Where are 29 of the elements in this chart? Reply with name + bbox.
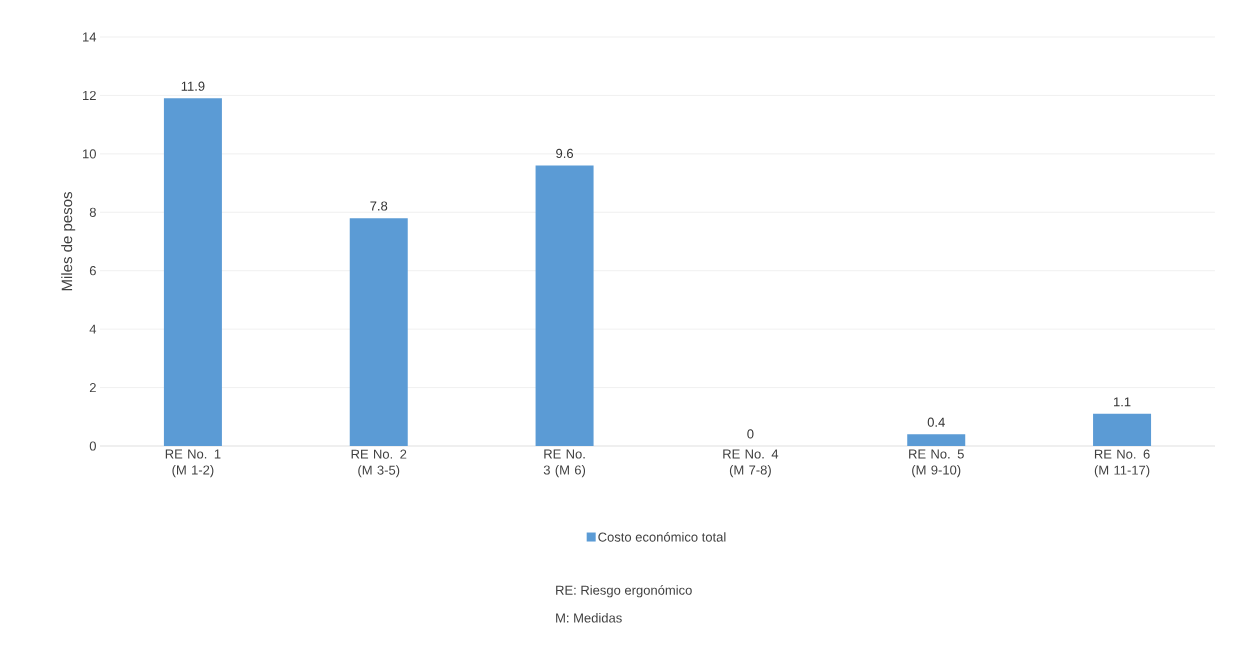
y-tick-label: 14	[83, 32, 97, 42]
x-tick-label: RE No. 6 (M 11-17)	[1094, 449, 1150, 478]
legend-label: Costo económico total	[598, 531, 726, 542]
x-tick-label: RE No. 2 (M 3-5)	[351, 449, 407, 478]
y-tick-label: 12	[83, 90, 96, 100]
x-tick-label: RE No. 1 (M 1-2)	[165, 449, 221, 478]
y-tick-label: 8	[89, 207, 96, 217]
bar	[349, 218, 408, 446]
text: M: Medidas	[556, 613, 622, 623]
x-tick-label: RE No. 3 (M 6)	[543, 449, 586, 478]
bar	[163, 98, 222, 446]
y-axis-title: Miles de pesos	[61, 192, 76, 291]
y-tick-label: 4	[89, 324, 97, 334]
text: RE: Riesgo ergonómico	[556, 585, 692, 598]
data-label: 9.6	[556, 148, 574, 159]
bar	[1093, 413, 1152, 446]
y-tick-label: 10	[83, 149, 96, 159]
data-label: 0.4	[927, 417, 945, 427]
bar	[907, 434, 966, 446]
y-tick-label: 0	[89, 441, 96, 451]
bar	[535, 165, 594, 446]
data-label: 7.8	[370, 201, 388, 211]
data-label: 11.9	[181, 81, 205, 91]
y-tick-label: 6	[89, 266, 96, 276]
x-tick-label: RE No. 4 (M 7-8)	[723, 449, 779, 478]
y-tick-label: 2	[89, 383, 96, 393]
x-tick-label: RE No. 5 (M 9-10)	[909, 449, 964, 478]
data-label: 1.1	[1114, 397, 1131, 407]
data-label: 0	[747, 429, 754, 439]
